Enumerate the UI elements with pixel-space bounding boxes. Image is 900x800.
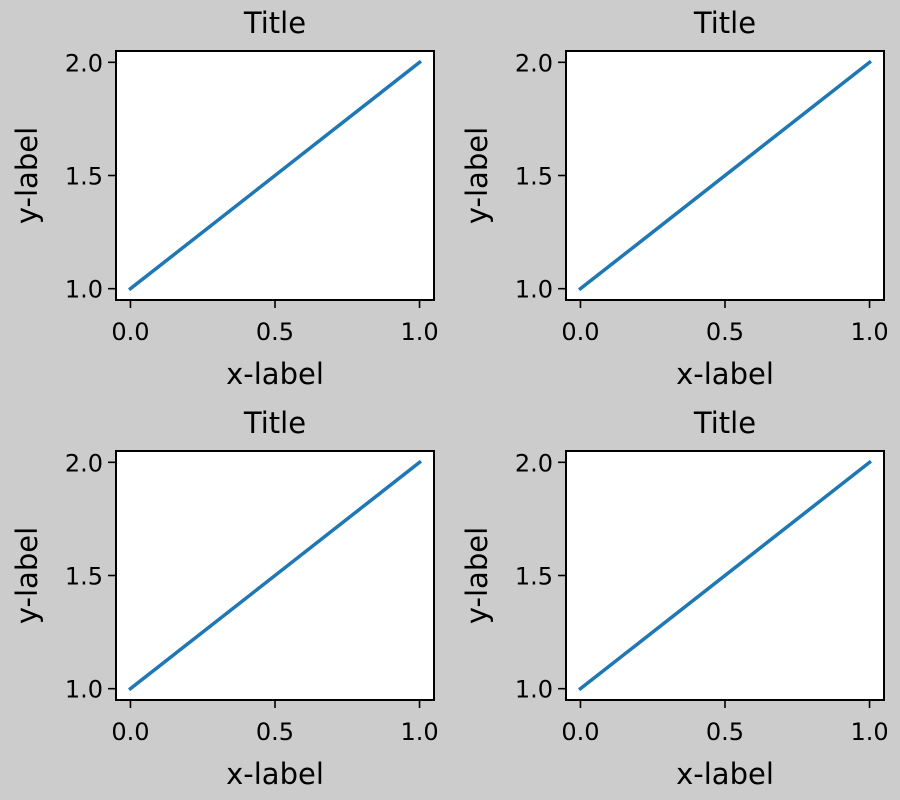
chart-title: Title <box>693 406 756 440</box>
data-line <box>127 459 423 692</box>
chart-title: Title <box>243 406 306 440</box>
y-tick-label: 1.0 <box>65 676 103 704</box>
x-axis-label: x-label <box>676 357 774 391</box>
y-tick-label: 1.0 <box>515 276 553 304</box>
y-tick-label: 2.0 <box>65 49 103 77</box>
y-axis-label: y-label <box>10 527 44 624</box>
y-axis-label: y-label <box>10 127 44 224</box>
y-tick-label: 2.0 <box>515 449 553 477</box>
subplot-3: 0.0 0.5 1.0 1.0 1.5 2.0 Title x-label y-label <box>10 406 439 791</box>
x-tick-label: 1.0 <box>850 718 888 746</box>
chart-title: Title <box>243 6 306 40</box>
subplot-2: 0.0 0.5 1.0 1.0 1.5 2.0 Title x-label y-label <box>460 6 889 391</box>
x-tick-label: 1.0 <box>400 718 438 746</box>
x-tick-label: 0.0 <box>561 318 599 346</box>
x-tick-label: 1.0 <box>400 318 438 346</box>
x-axis-label: x-label <box>226 757 324 791</box>
x-axis-label: x-label <box>676 757 774 791</box>
y-axis-label: y-label <box>460 527 494 624</box>
y-tick-label: 1.5 <box>65 163 103 191</box>
data-line <box>577 459 873 692</box>
y-axis-label: y-label <box>460 127 494 224</box>
y-tick-label: 1.5 <box>515 163 553 191</box>
subplot-4: 0.0 0.5 1.0 1.0 1.5 2.0 Title x-label y-label <box>460 406 889 791</box>
subplot-1: 0.0 0.5 1.0 1.0 1.5 2.0 Title x-label y-label <box>10 6 439 391</box>
x-tick-label: 1.0 <box>850 318 888 346</box>
y-tick-label: 1.0 <box>65 276 103 304</box>
data-line <box>577 59 873 292</box>
x-tick-label: 0.0 <box>111 718 149 746</box>
y-tick-label: 2.0 <box>65 449 103 477</box>
x-tick-label: 0.5 <box>256 718 294 746</box>
y-tick-label: 1.5 <box>515 563 553 591</box>
x-tick-label: 0.5 <box>706 318 744 346</box>
data-line <box>127 59 423 292</box>
x-tick-label: 0.5 <box>256 318 294 346</box>
chart-title: Title <box>693 6 756 40</box>
x-axis-label: x-label <box>226 357 324 391</box>
y-tick-label: 1.5 <box>65 563 103 591</box>
y-tick-label: 2.0 <box>515 49 553 77</box>
x-tick-label: 0.5 <box>706 718 744 746</box>
x-tick-label: 0.0 <box>561 718 599 746</box>
x-tick-label: 0.0 <box>111 318 149 346</box>
y-tick-label: 1.0 <box>515 676 553 704</box>
